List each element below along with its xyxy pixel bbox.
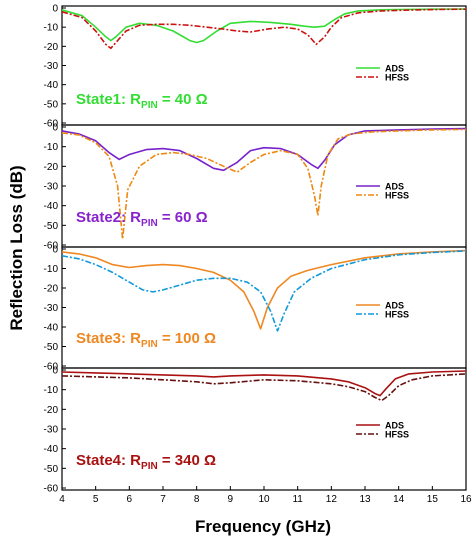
y-tick-label: -30 bbox=[44, 425, 59, 436]
legend-label: ADS bbox=[385, 182, 404, 192]
legend-label: HFSS bbox=[385, 191, 409, 201]
x-tick-label: 16 bbox=[460, 494, 472, 505]
panel-frame bbox=[61, 124, 467, 248]
state-label: State2: RPIN = 60 Ω bbox=[76, 209, 208, 229]
legend-label: ADS bbox=[385, 64, 404, 74]
y-tick-label: -50 bbox=[44, 99, 59, 110]
x-tick-label: 5 bbox=[93, 494, 99, 505]
y-tick-label: -40 bbox=[44, 444, 59, 455]
series-line-ads bbox=[62, 370, 466, 397]
x-tick-label: 6 bbox=[127, 494, 133, 505]
series-line-hfss bbox=[62, 8, 466, 50]
y-tick-label: 0 bbox=[52, 123, 58, 134]
x-tick-label: 10 bbox=[258, 494, 270, 505]
y-tick-label: -40 bbox=[44, 80, 59, 91]
legend-label: ADS bbox=[385, 421, 404, 431]
state-label: State3: RPIN = 100 Ω bbox=[76, 330, 216, 350]
y-tick-label: -10 bbox=[44, 23, 59, 34]
y-tick-label: -40 bbox=[44, 323, 59, 334]
x-tick-label: 13 bbox=[359, 494, 371, 505]
y-tick-label: -10 bbox=[44, 142, 59, 153]
y-tick-label: -30 bbox=[44, 303, 59, 314]
x-tick-label: 11 bbox=[292, 494, 303, 505]
y-tick-label: -60 bbox=[44, 241, 59, 252]
series-line-hfss bbox=[62, 250, 466, 332]
x-tick-label: 12 bbox=[326, 494, 338, 505]
y-tick-label: 0 bbox=[52, 366, 58, 377]
y-tick-label: -50 bbox=[44, 221, 59, 232]
panel-frame bbox=[61, 246, 467, 369]
y-tick-label: -10 bbox=[44, 264, 59, 275]
x-axis: 4 5 6 7 8 9 10 11 12 13 14 15 16 bbox=[59, 486, 472, 505]
y-tick-label: -60 bbox=[44, 119, 59, 130]
x-tick-label: 14 bbox=[393, 494, 405, 505]
x-tick-label: 7 bbox=[160, 494, 166, 505]
series-line-ads bbox=[62, 8, 466, 44]
x-tick-label: 9 bbox=[228, 494, 234, 505]
y-tick-label: 0 bbox=[52, 4, 58, 15]
legend-label: HFSS bbox=[385, 73, 409, 83]
x-tick-label: 8 bbox=[194, 494, 200, 505]
x-tick-label: 15 bbox=[427, 494, 439, 505]
series-line-ads bbox=[62, 249, 466, 330]
y-tick-label: -20 bbox=[44, 162, 59, 173]
y-tick-label: -40 bbox=[44, 201, 59, 212]
y-tick-label: -60 bbox=[44, 362, 59, 373]
y-tick-label: -20 bbox=[44, 405, 59, 416]
series-line-hfss bbox=[62, 128, 466, 240]
y-tick-label: -50 bbox=[44, 464, 59, 475]
x-tick-label: 4 bbox=[59, 494, 65, 505]
y-tick-label: -30 bbox=[44, 182, 59, 193]
y-tick-label: -50 bbox=[44, 342, 59, 353]
y-tick-label: -20 bbox=[44, 42, 59, 53]
legend-label: HFSS bbox=[385, 310, 409, 320]
series-line-ads bbox=[62, 127, 466, 172]
y-tick-label: -60 bbox=[44, 484, 59, 495]
y-tick-label: -20 bbox=[44, 284, 59, 295]
legend-label: HFSS bbox=[385, 430, 409, 440]
legend-label: ADS bbox=[385, 301, 404, 311]
y-tick-label: -30 bbox=[44, 61, 59, 72]
state-label: State1: RPIN = 40 Ω bbox=[76, 91, 208, 111]
y-axis-title: Reflection Loss (dB) bbox=[7, 165, 26, 330]
state-label: State4: RPIN = 340 Ω bbox=[76, 452, 216, 472]
series-line-hfss bbox=[62, 373, 466, 402]
y-tick-label: 0 bbox=[52, 245, 58, 256]
y-tick-label: -10 bbox=[44, 385, 59, 396]
x-axis-title: Frequency (GHz) bbox=[195, 517, 331, 536]
